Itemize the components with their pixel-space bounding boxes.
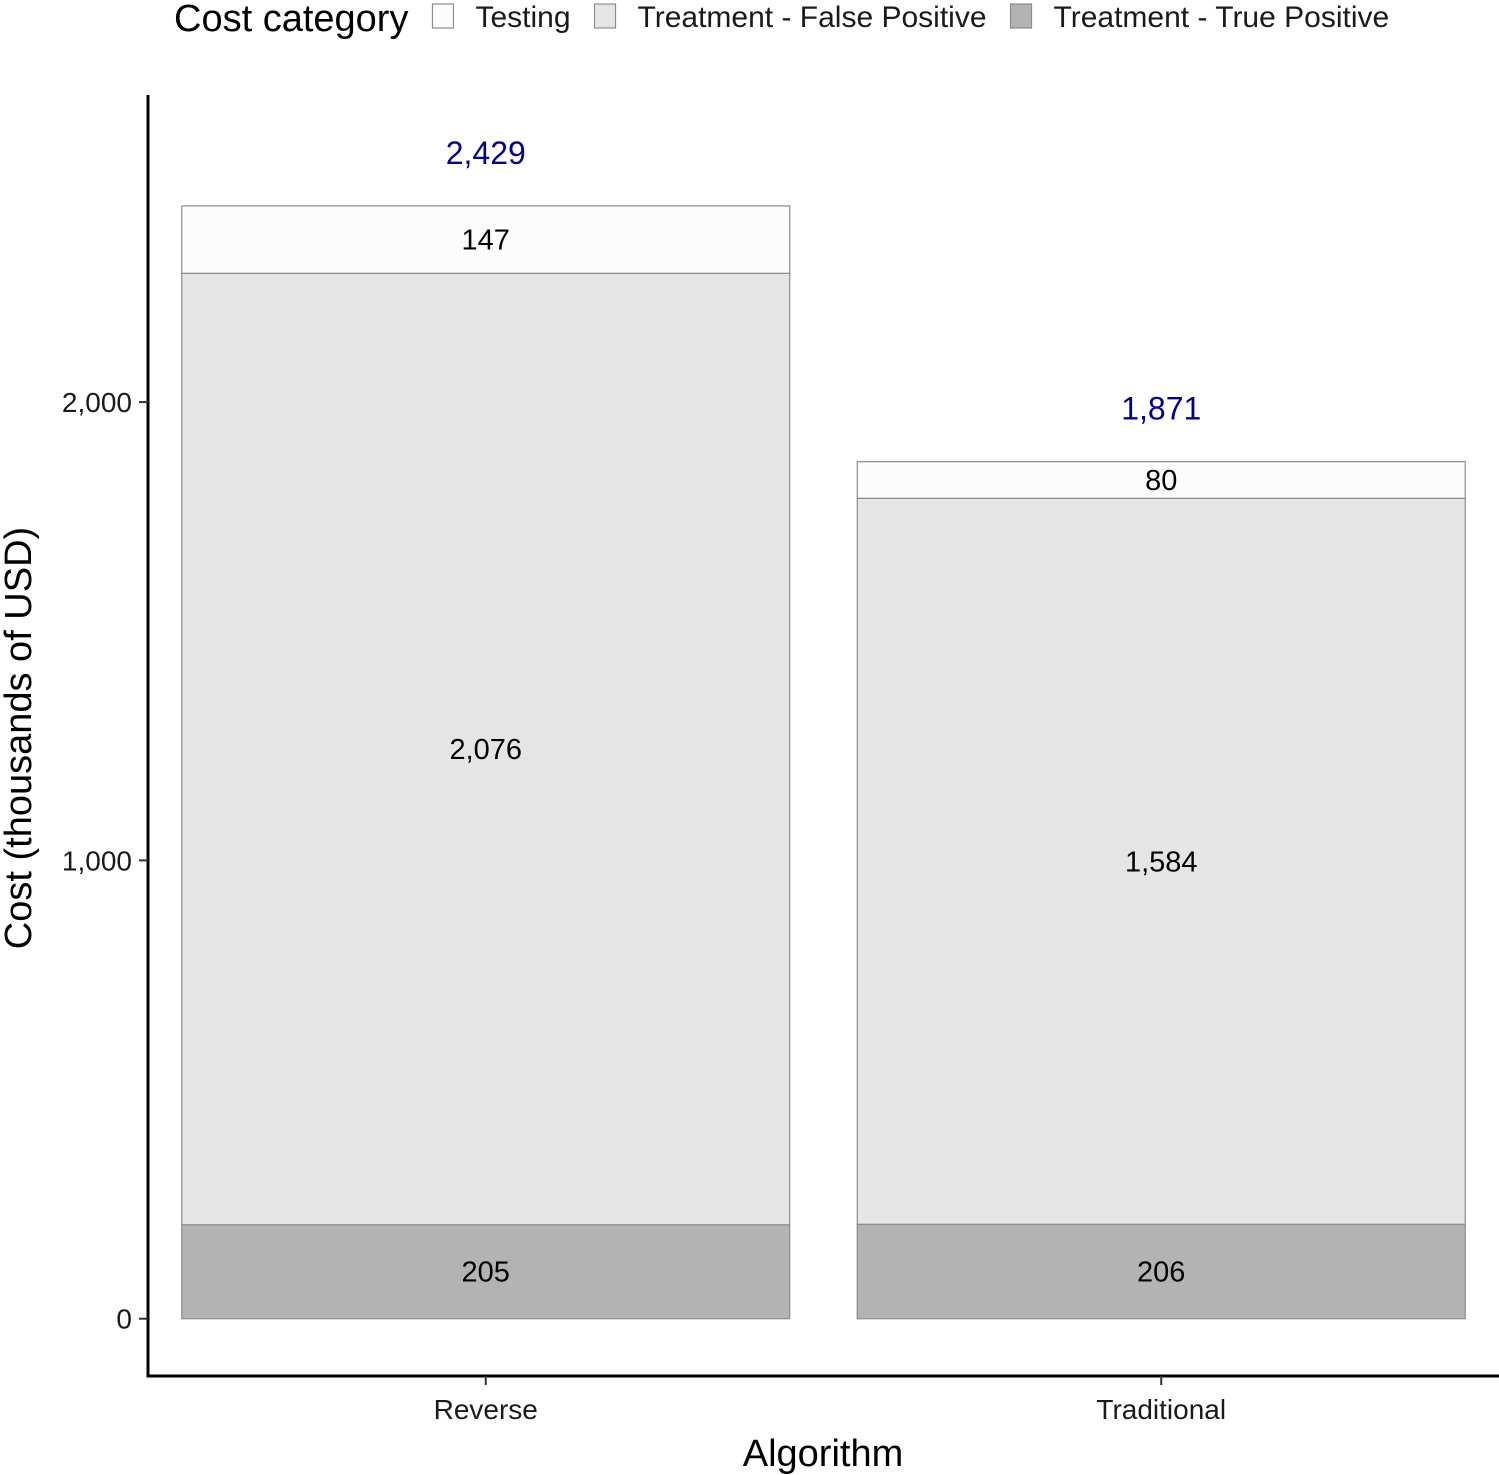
x-tick-label: Reverse (434, 1394, 538, 1425)
legend-swatch (1009, 3, 1033, 29)
axes: 0 1,000 2,000 Reverse Traditional (62, 95, 1499, 1425)
legend-swatch (593, 3, 617, 29)
bar-segment (181, 205, 791, 274)
bar-segment (181, 272, 791, 1226)
legend-title: Cost category (174, 0, 408, 40)
legend-label: Treatment - False Positive (638, 1, 987, 34)
x-axis-title: Algorithm (743, 1433, 904, 1475)
y-tick-label: 1,000 (62, 845, 132, 876)
total-value-label: 1,871 (1121, 391, 1201, 427)
legend-swatch (431, 3, 455, 29)
segment-value-label: 1,584 (1125, 846, 1198, 878)
segment-value-label: 205 (462, 1257, 510, 1289)
legend-label: Testing (475, 1, 570, 34)
legend-label: Treatment - True Positive (1054, 1, 1390, 34)
total-value-label: 2,429 (446, 135, 526, 171)
data-labels: 205 2,076 147 2,429 206 1,584 80 1,871 (446, 135, 1202, 1289)
segment-value-label: 206 (1137, 1257, 1185, 1289)
segment-value-label: 80 (1145, 465, 1177, 497)
bars (181, 205, 1466, 1320)
segment-value-label: 147 (462, 225, 510, 257)
x-tick-label: Traditional (1096, 1394, 1226, 1425)
y-tick-label: 2,000 (62, 387, 132, 418)
bar-segment (856, 497, 1466, 1225)
legend: Cost category Testing Treatment - False P… (174, 0, 1389, 40)
y-axis-title: Cost (thousands of USD) (0, 527, 40, 949)
segment-value-label: 2,076 (449, 734, 522, 766)
bar-segment (856, 461, 1466, 499)
y-tick-label: 0 (116, 1304, 132, 1335)
bar-segment (856, 1223, 1466, 1320)
bar-segment (181, 1224, 791, 1320)
